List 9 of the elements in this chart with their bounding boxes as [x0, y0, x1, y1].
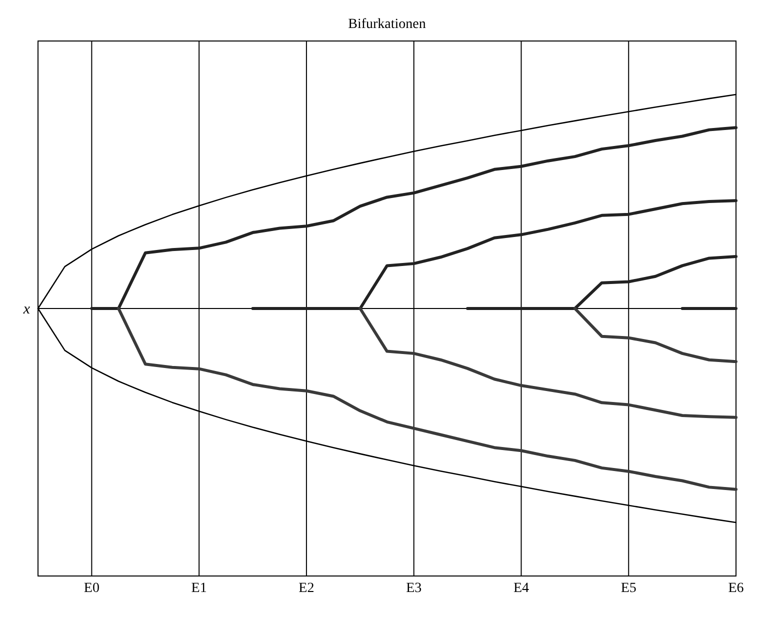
x-tick-label: E1 — [191, 581, 207, 596]
x-tick-label: E5 — [620, 581, 636, 596]
x-tick-label: E0 — [84, 581, 100, 596]
x-tick-label: E2 — [298, 581, 314, 596]
x-tick-label: E4 — [513, 581, 530, 596]
chart-title: Bifurkationen — [348, 17, 426, 32]
x-tick-label: E3 — [406, 581, 422, 596]
x-tick-label: E6 — [728, 581, 744, 596]
y-axis-title: x — [22, 302, 30, 318]
